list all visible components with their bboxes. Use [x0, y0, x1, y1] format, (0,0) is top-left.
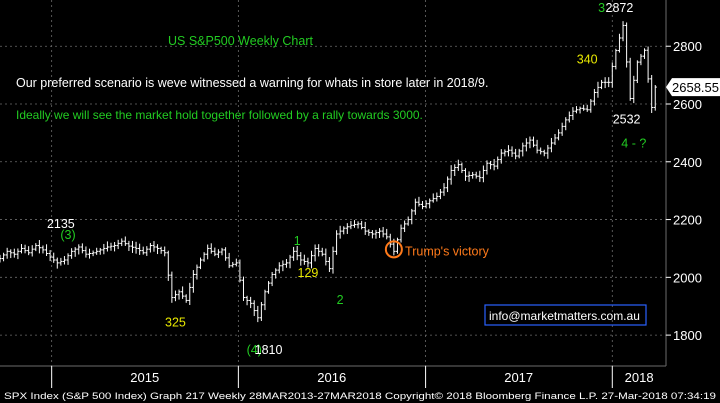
price-bars — [0, 21, 657, 323]
note-rally: Ideally we will see the market hold toge… — [16, 108, 423, 122]
wave-annotation: 340 — [577, 53, 598, 67]
wave-annotation: 325 — [165, 315, 186, 329]
y-tick-label: 2800 — [673, 39, 702, 54]
annotations: 2135(3) 325 (4)1810 129 1 2 Trump's victory 340… — [47, 1, 646, 357]
wave-annotation: Trump's victory — [405, 245, 490, 259]
last-price-value: 2658.55 — [672, 80, 719, 95]
x-year-label: 2016 — [317, 370, 346, 385]
x-year-label: 2018 — [625, 370, 654, 385]
wave-annotation: (4) — [247, 343, 262, 357]
y-tick-label: 2600 — [673, 97, 702, 112]
x-axis-band — [0, 366, 666, 388]
note-scenario: Our preferred scenario is weve witnessed… — [16, 76, 488, 90]
chart-title: US S&P500 Weekly Chart — [168, 34, 313, 48]
y-tick-label: 2200 — [673, 213, 702, 228]
grid-lines — [0, 0, 666, 366]
y-axis: 1800 2000 2200 2400 2600 2800 2658.55 — [665, 0, 720, 370]
trump-victory-circle — [384, 240, 403, 259]
x-year-label: 2017 — [504, 370, 533, 385]
wave-annotation: 2 — [337, 293, 344, 307]
wave-annotation: 2532 — [613, 113, 641, 127]
wave-annotation: 2135 — [47, 217, 75, 231]
wave-annotation: 2872 — [606, 1, 634, 15]
watermark-email: info@marketmatters.com.au — [489, 309, 640, 323]
footer-bar — [0, 388, 720, 403]
wave-annotation: 1 — [294, 234, 301, 248]
wave-annotation: 3 — [598, 1, 605, 15]
last-price-tag-bg — [666, 78, 720, 97]
y-tick-label: 2400 — [673, 155, 702, 170]
last-price-tag: 2658.55 — [666, 78, 720, 97]
wave-annotation: 1810 — [255, 343, 283, 357]
wave-annotation: 4 - ? — [621, 136, 646, 150]
watermark-box — [484, 304, 647, 326]
wave-annotation: (3) — [60, 228, 75, 242]
x-year-label: 2015 — [130, 370, 159, 385]
y-axis-panel — [666, 0, 720, 370]
chart-markers — [384, 240, 403, 259]
footer-copyright: SPX Index (S&P 500 Index) Graph 217 Week… — [4, 391, 716, 401]
y-tick-label: 2000 — [673, 270, 702, 285]
y-tick-label: 1800 — [673, 328, 702, 343]
x-axis: 2015 2016 2017 2018 — [0, 365, 666, 388]
wave-annotation: 129 — [298, 266, 319, 280]
